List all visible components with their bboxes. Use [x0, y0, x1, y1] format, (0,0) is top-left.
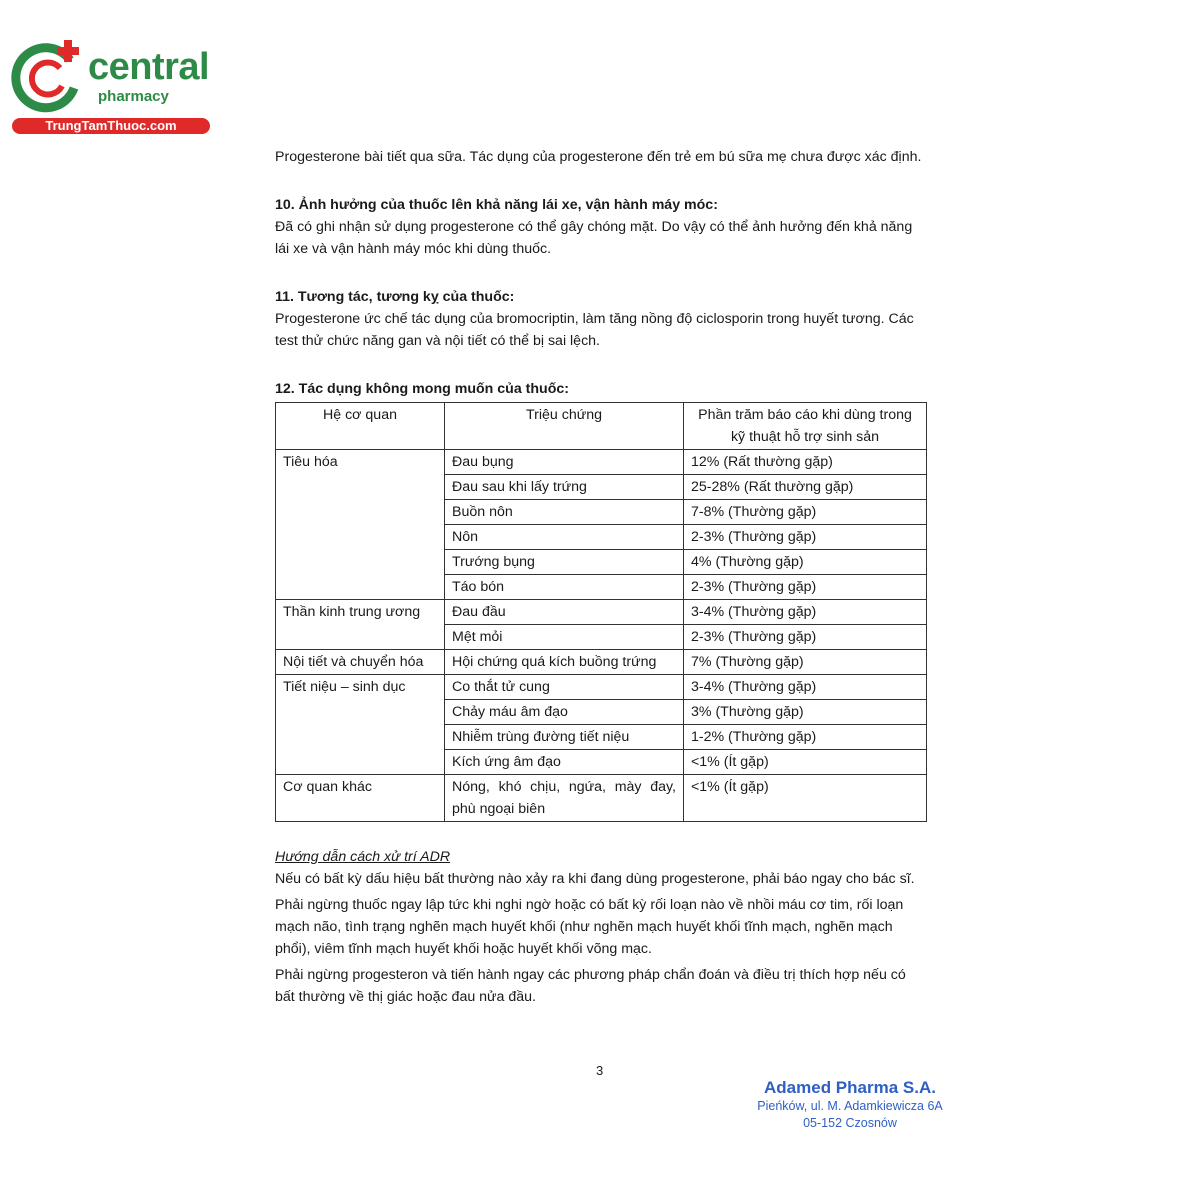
- adr-paragraph: Nếu có bất kỳ dấu hiệu bất thường nào xả…: [275, 871, 915, 887]
- percent-cell: 7% (Thường gặp): [683, 649, 927, 675]
- section-11-title: 11. Tương tác, tương kỵ của thuốc:: [275, 289, 515, 305]
- pharmacy-cross-c-icon: [11, 40, 79, 113]
- section-10-title: 10. Ảnh hưởng của thuốc lên khả năng lái…: [275, 197, 718, 213]
- organ-cell: Nội tiết và chuyển hóa: [275, 649, 445, 675]
- adr-paragraph: Phải ngừng progesteron và tiến hành ngay…: [275, 967, 906, 1005]
- logo-brand: central: [88, 46, 210, 88]
- percent-cell: 12% (Rất thường gặp): [683, 449, 927, 475]
- percent-cell: 1-2% (Thường gặp): [683, 724, 927, 750]
- symptom-cell: Đau bụng: [444, 449, 684, 475]
- header-organ: Hệ cơ quan: [275, 402, 445, 450]
- percent-cell: 7-8% (Thường gặp): [683, 499, 927, 525]
- symptom-cell: Đau đầu: [444, 599, 684, 625]
- table-row: Tiêu hóa Đau bụng 12% (Rất thường gặp): [275, 449, 927, 600]
- header-percent: Phần trăm báo cáo khi dùng trong kỹ thuậ…: [683, 402, 927, 450]
- table-row: Cơ quan khác Nóng, khó chịu, ngứa, mày đa…: [275, 774, 927, 822]
- percent-cell: 3-4% (Thường gặp): [683, 599, 927, 625]
- table-row: Nôn 2-3% (Thường gặp): [276, 524, 927, 550]
- table-row: Thần kinh trung ương Đau đầu 3-4% (Thường …: [275, 599, 927, 650]
- adverse-effects-table: Hệ cơ quan Triệu chứng Phần trăm báo cáo…: [275, 402, 927, 822]
- adr-title: Hướng dẫn cách xử trí ADR: [275, 849, 451, 865]
- organ-cell: Thần kinh trung ương: [275, 599, 445, 650]
- symptom-cell: Nôn: [444, 524, 684, 550]
- stamp-postcode: 05-152 Czosnów: [803, 1116, 897, 1130]
- organ-cell: Tiêu hóa: [275, 449, 445, 600]
- logo-sub: pharmacy: [98, 88, 169, 105]
- percent-cell: <1% (Ít gặp): [683, 774, 927, 822]
- symptom-cell: Kích ứng âm đạo: [444, 749, 684, 775]
- document-body: Progesterone bài tiết qua sữa. Tác dụng …: [275, 146, 929, 1008]
- symptom-cell: Nhiễm trùng đường tiết niệu: [444, 724, 684, 750]
- symptom-cell: Nóng, khó chịu, ngứa, mày đay, phù ngoại…: [444, 774, 684, 822]
- symptom-cell: Buồn nôn: [444, 499, 684, 525]
- stamp-address: Pieńków, ul. M. Adamkiewicza 6A: [757, 1099, 943, 1113]
- adr-paragraph: Phải ngừng thuốc ngay lập tức khi nghi n…: [275, 897, 904, 957]
- percent-cell: 3-4% (Thường gặp): [683, 674, 927, 700]
- stamp-name: Adamed Pharma S.A.: [764, 1078, 936, 1097]
- symptom-cell: Trướng bụng: [444, 549, 684, 575]
- symptom-cell: Mệt mỏi: [444, 624, 684, 650]
- symptom-cell: Chảy máu âm đạo: [444, 699, 684, 725]
- section-10-body: Đã có ghi nhận sử dụng progesterone có t…: [275, 219, 913, 257]
- table-row: Táo bón 2-3% (Thường gặp): [276, 574, 927, 600]
- table-row: Trướng bụng 4% (Thường gặp): [276, 549, 927, 575]
- section-12-title: 12. Tác dụng không mong muốn của thuốc:: [275, 381, 569, 397]
- organ-cell: Tiết niệu – sinh dục: [275, 674, 445, 775]
- table-row: Tiết niệu – sinh dục Co thắt tử cung 3-4% …: [275, 674, 927, 775]
- symptom-cell: Hội chứng quá kích buồng trứng: [444, 649, 684, 675]
- table-row: Nội tiết và chuyển hóa Hội chứng quá kích…: [275, 649, 927, 675]
- percent-cell: <1% (Ít gặp): [683, 749, 927, 775]
- symptom-cell: Co thắt tử cung: [444, 674, 684, 700]
- percent-cell: 3% (Thường gặp): [683, 699, 927, 725]
- symptom-cell: Đau sau khi lấy trứng: [444, 474, 684, 500]
- logo-site: TrungTamThuoc.com: [12, 118, 210, 134]
- section-11-body: Progesterone ức chế tác dụng của bromocr…: [275, 311, 914, 349]
- table-row: Chảy máu âm đạo 3% (Thường gặp): [276, 699, 927, 725]
- organ-cell: Cơ quan khác: [275, 774, 445, 822]
- table-row: Nhiễm trùng đường tiết niệu 1-2% (Thường …: [276, 724, 927, 750]
- intro-paragraph: Progesterone bài tiết qua sữa. Tác dụng …: [275, 149, 922, 165]
- page-number: 3: [596, 1063, 604, 1078]
- percent-cell: 25-28% (Rất thường gặp): [683, 474, 927, 500]
- percent-cell: 2-3% (Thường gặp): [683, 574, 927, 600]
- percent-cell: 2-3% (Thường gặp): [683, 524, 927, 550]
- company-stamp: Adamed Pharma S.A. Pieńków, ul. M. Adamk…: [745, 1078, 955, 1132]
- table-row: Đau sau khi lấy trứng 25-28% (Rất thường …: [276, 474, 927, 500]
- table-row: Buồn nôn 7-8% (Thường gặp): [276, 499, 927, 525]
- symptom-cell: Táo bón: [444, 574, 684, 600]
- header-symptom: Triệu chứng: [444, 402, 684, 450]
- percent-cell: 2-3% (Thường gặp): [683, 624, 927, 650]
- percent-cell: 4% (Thường gặp): [683, 549, 927, 575]
- central-pharmacy-logo: central pharmacy TrungTamThuoc.com: [10, 38, 215, 138]
